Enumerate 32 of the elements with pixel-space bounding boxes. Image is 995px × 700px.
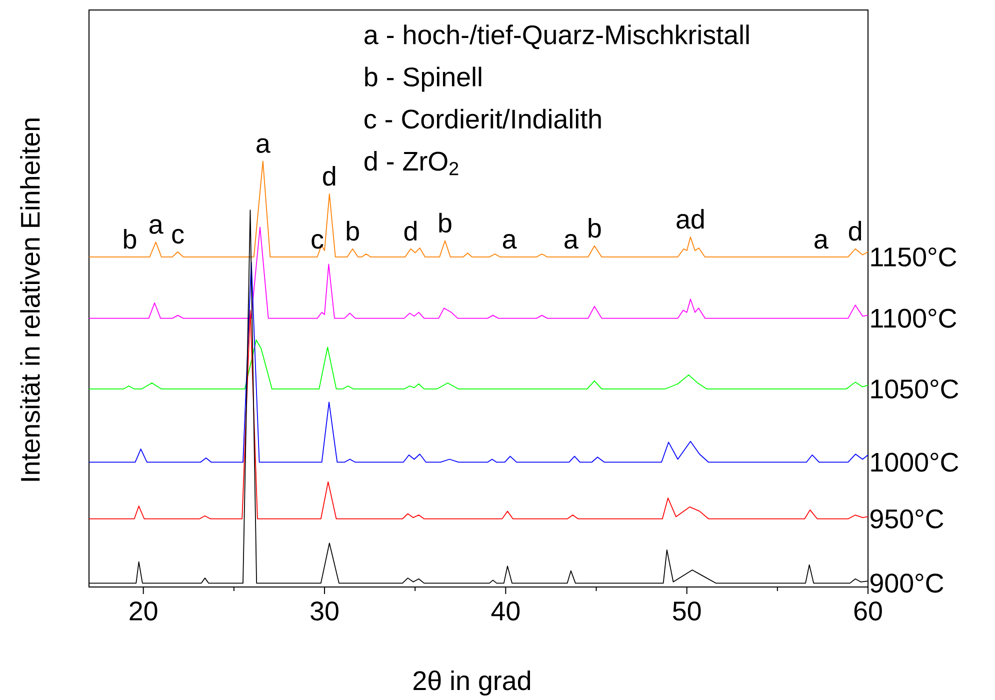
annotation: d - ZrO$_{2}$	[364, 150, 458, 176]
annotation: a	[502, 234, 517, 249]
annotation: c	[312, 234, 324, 249]
annotation: a	[814, 234, 828, 249]
series-label: 1100°C	[871, 308, 956, 328]
annotation: b	[124, 229, 136, 249]
text: c - Cordierit/Indialith	[364, 108, 601, 129]
text: a - hoch-/tief-Quarz-Mischkristall	[364, 24, 749, 50]
legend-label: 900°C	[870, 574, 944, 593]
x-tick-label: 40	[491, 602, 520, 621]
series-label: 950°C	[870, 509, 944, 528]
series-label: 1000°C	[871, 452, 958, 472]
annotation: a	[256, 138, 270, 153]
annotation: b	[439, 212, 452, 233]
series-label: 1050°C	[871, 379, 958, 399]
annotation: b	[588, 218, 601, 238]
x-axis-title: 2θ in grad	[414, 670, 530, 696]
series-label: 1150°C	[871, 247, 956, 266]
x-tick-label: 60	[854, 602, 882, 621]
annotation: d	[848, 220, 862, 241]
annotation: d	[404, 220, 417, 241]
x-tick-label: 30	[310, 602, 338, 621]
y-axis-title: Intensität in relativen Einheiten	[20, 118, 40, 481]
x-tick-label: 20	[130, 602, 158, 621]
annotation: c	[172, 228, 184, 244]
annotation: d	[323, 166, 336, 186]
text: b - Spinell	[365, 66, 482, 92]
annotation: b	[346, 220, 359, 241]
x-tick-label: 50	[672, 602, 701, 621]
annotation: a	[564, 234, 578, 249]
annotation: ad	[676, 209, 704, 229]
annotation: a	[150, 219, 164, 234]
